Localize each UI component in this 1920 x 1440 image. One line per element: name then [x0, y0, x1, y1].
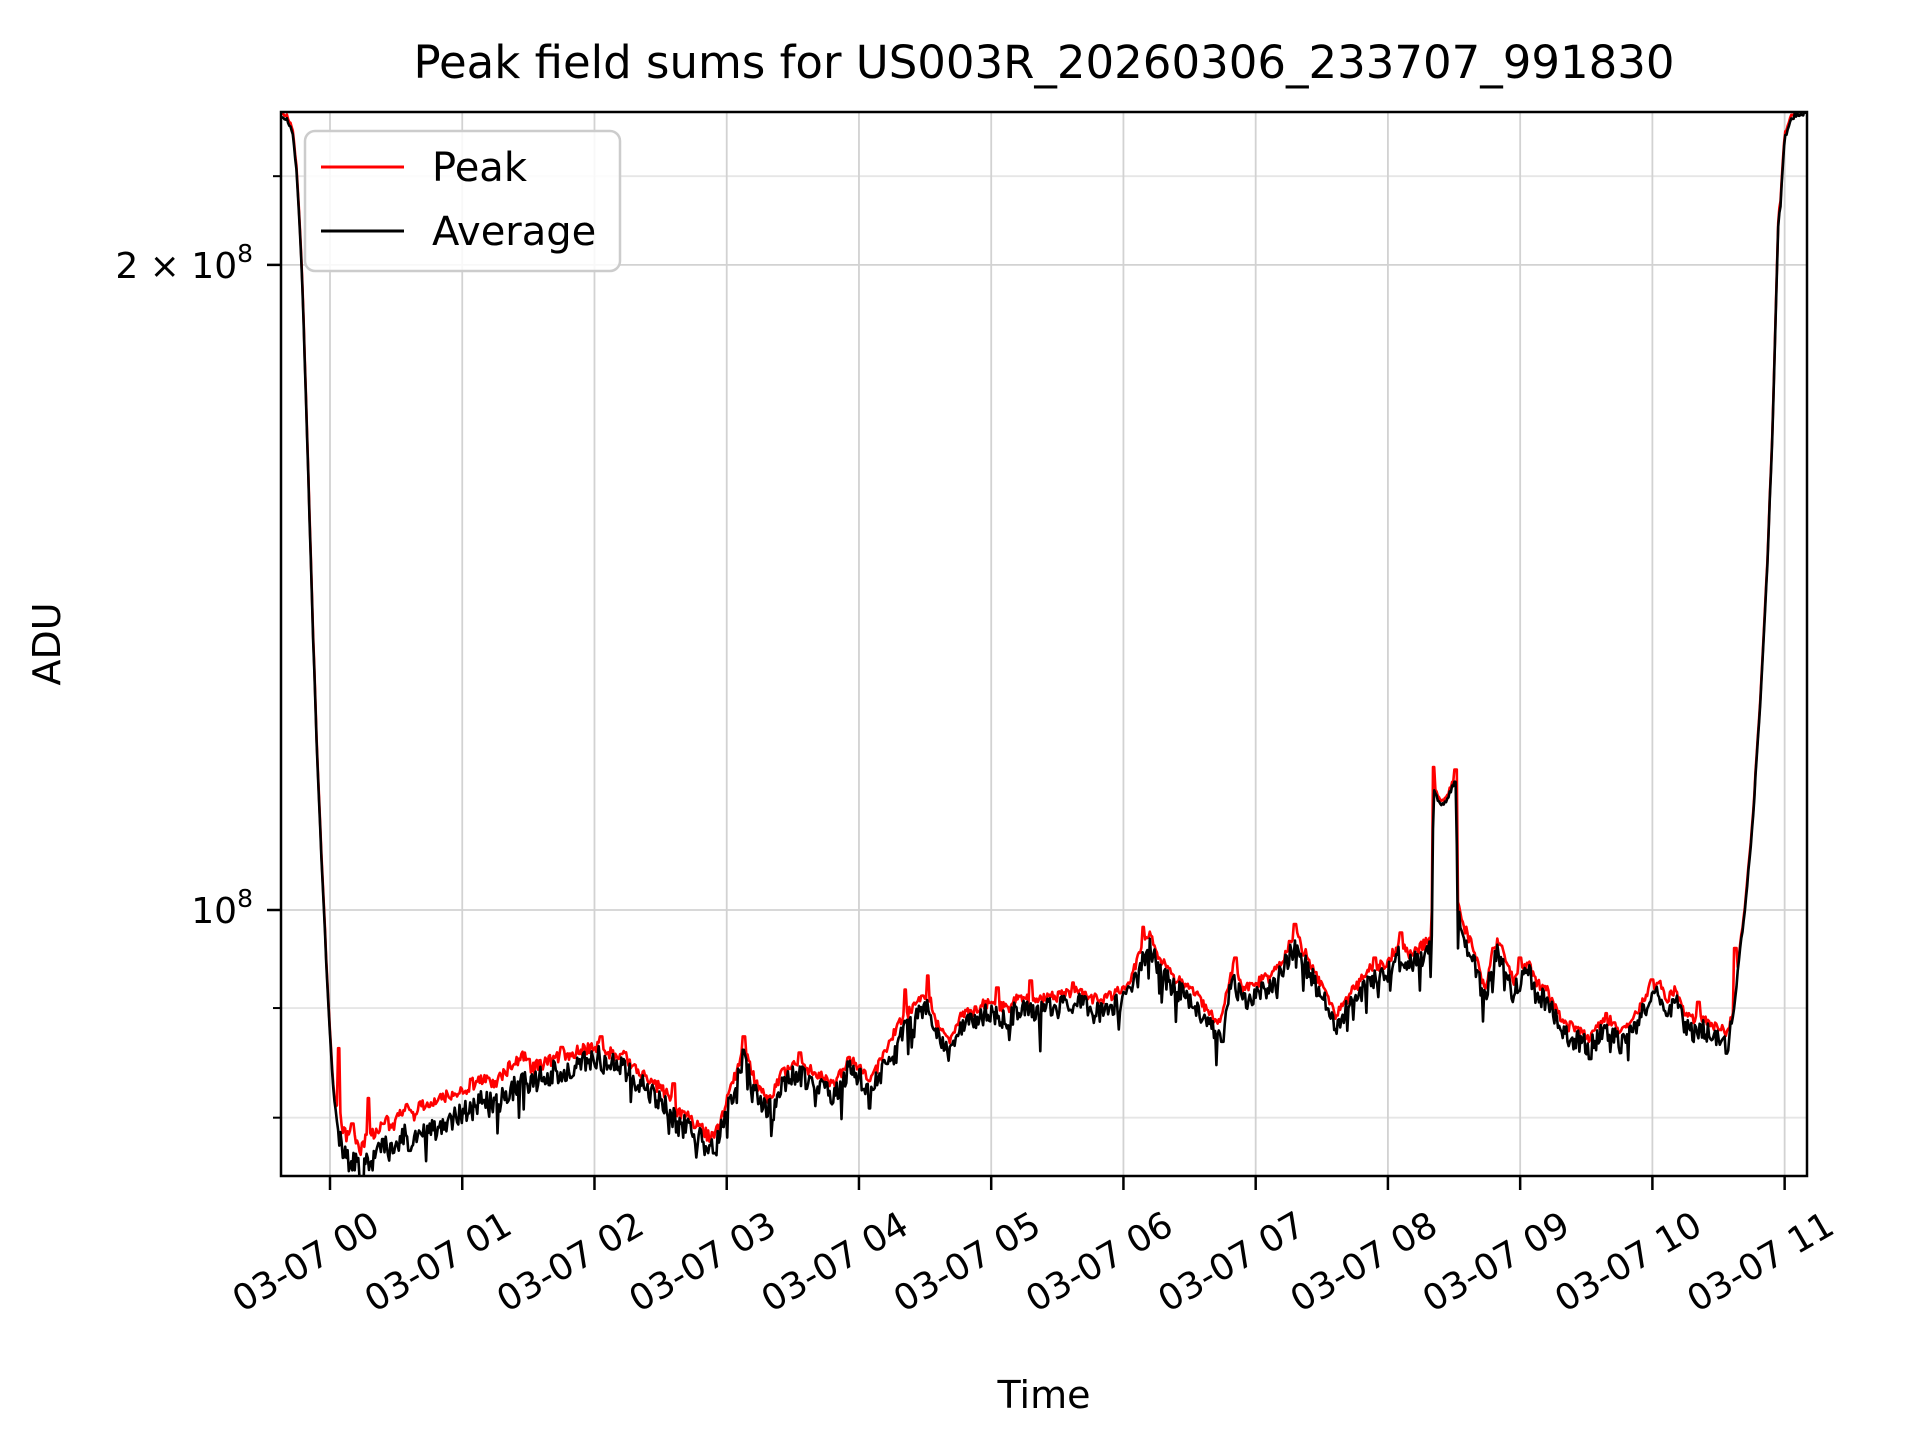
x-tick-label: 03-07 07 — [1152, 1204, 1313, 1320]
x-tick-label: 03-07 09 — [1416, 1204, 1577, 1320]
x-tick-label: 03-07 08 — [1284, 1204, 1445, 1320]
y-tick-label: 2 × 108 — [115, 239, 253, 287]
legend: Peak Average — [303, 129, 622, 273]
x-tick-label: 03-07 02 — [490, 1204, 651, 1320]
x-tick-label: 03-07 04 — [755, 1204, 916, 1320]
peak-series-line — [281, 112, 1804, 1157]
minor-gridlines — [281, 175, 1807, 1119]
x-tick-label: 03-07 01 — [358, 1204, 519, 1320]
x-tick-label: 03-07 05 — [887, 1204, 1048, 1320]
x-tick-label: 03-07 11 — [1680, 1204, 1841, 1320]
legend-peak-label: Peak — [432, 145, 528, 191]
plot-border — [279, 110, 1809, 1178]
average-series-line — [281, 112, 1807, 1176]
axis-tick-marks — [267, 175, 1786, 1190]
chart-title: Peak field sums for US003R_20260306_2337… — [413, 36, 1674, 89]
x-tick-label: 03-07 00 — [226, 1204, 387, 1320]
x-tick-label: 03-07 10 — [1548, 1204, 1709, 1320]
x-tick-label: 03-07 03 — [623, 1204, 784, 1320]
x-axis-label: Time — [997, 1373, 1091, 1417]
y-axis-label: ADU — [25, 602, 69, 685]
legend-average-label: Average — [432, 209, 596, 255]
y-tick-label: 108 — [191, 884, 253, 932]
x-tick-label: 03-07 06 — [1019, 1204, 1180, 1320]
